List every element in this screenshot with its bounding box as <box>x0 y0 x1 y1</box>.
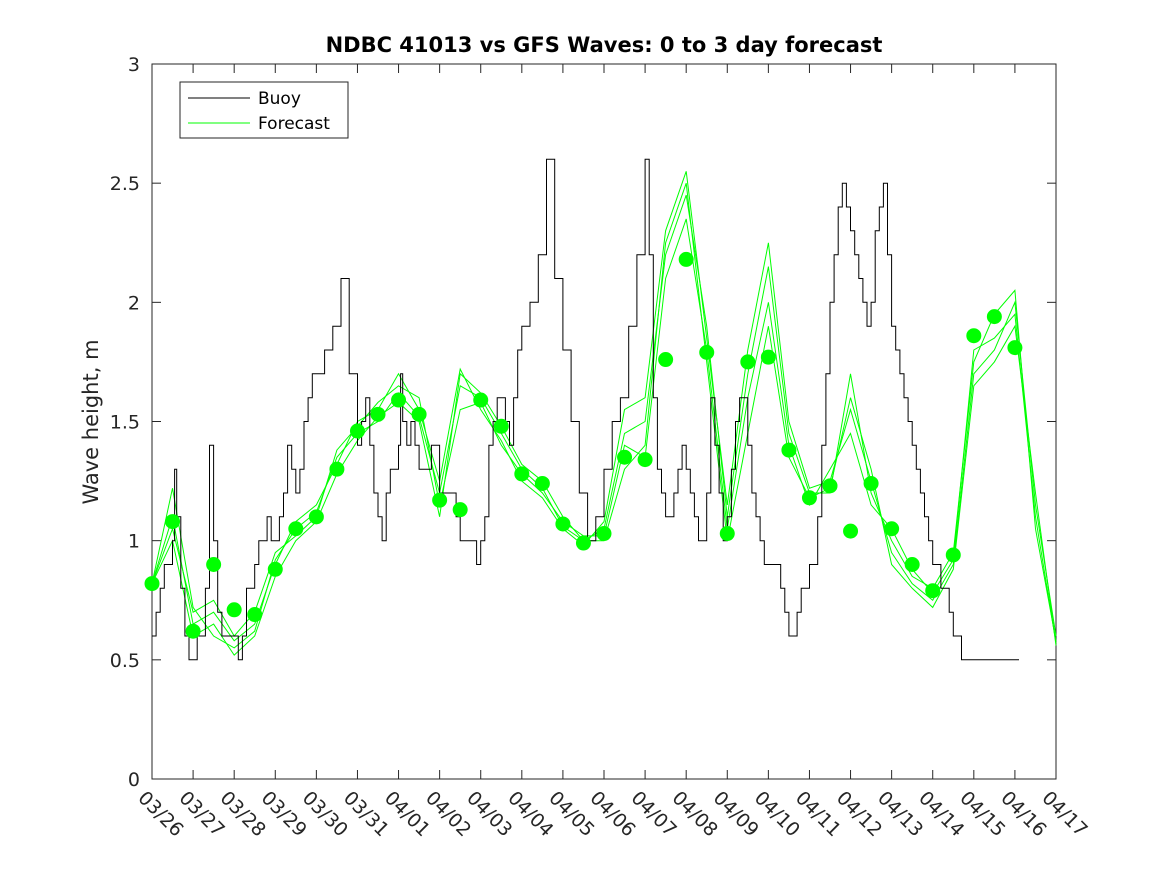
legend-forecast-label: Forecast <box>258 114 330 134</box>
legend-buoy-label: Buoy <box>258 89 301 109</box>
forecast-marker <box>822 478 838 494</box>
forecast-run-line <box>151 171 1057 642</box>
forecast-marker <box>617 449 633 465</box>
forecast-marker <box>206 557 222 572</box>
forecast-marker <box>986 309 1002 325</box>
forecast-marker <box>658 352 674 368</box>
forecast-marker <box>144 576 160 592</box>
chart-title: NDBC 41013 vs GFS Waves: 0 to 3 day fore… <box>326 33 883 57</box>
forecast-marker <box>945 547 961 563</box>
forecast-marker <box>308 509 324 525</box>
forecast-marker <box>370 406 386 422</box>
y-axis-label: Wave height, m <box>79 339 103 504</box>
forecast-marker <box>575 535 591 551</box>
forecast-marker <box>165 514 181 530</box>
y-tick-label: 0 <box>128 769 140 791</box>
forecast-marker <box>1007 340 1023 356</box>
forecast-marker <box>226 602 242 618</box>
forecast-marker <box>267 561 283 577</box>
forecast-marker <box>925 583 941 599</box>
buoy-line <box>152 158 1019 661</box>
forecast-marker <box>781 442 797 458</box>
forecast-marker <box>185 623 201 639</box>
forecast-marker <box>473 392 489 408</box>
forecast-marker <box>514 466 530 482</box>
legend-box <box>179 81 349 139</box>
forecast-marker <box>534 475 550 491</box>
forecast-marker <box>349 423 365 439</box>
y-tick-label: 1.5 <box>110 412 140 434</box>
forecast-marker <box>391 392 407 408</box>
forecast-marker <box>801 490 817 506</box>
forecast-marker <box>678 251 694 267</box>
forecast-marker <box>699 344 715 360</box>
forecast-marker <box>884 521 900 537</box>
forecast-marker <box>966 328 982 344</box>
forecast-marker <box>904 557 920 572</box>
y-tick-label: 0.5 <box>110 650 140 672</box>
forecast-marker <box>863 475 879 491</box>
forecast-marker <box>740 354 756 370</box>
forecast-marker <box>329 461 345 477</box>
forecast-marker <box>247 607 263 623</box>
forecast-marker <box>288 521 304 537</box>
legend: Buoy Forecast <box>179 81 349 139</box>
forecast-marker <box>843 523 859 539</box>
forecast-marker <box>596 526 612 542</box>
forecast-marker <box>493 418 509 434</box>
forecast-marker <box>719 526 735 542</box>
y-tick-label: 3 <box>128 54 140 76</box>
forecast-marker <box>411 406 427 422</box>
forecast-marker <box>760 349 776 365</box>
forecast-marker <box>555 516 571 532</box>
forecast-marker <box>432 492 448 508</box>
forecast-marker <box>637 452 653 468</box>
y-tick-label: 1 <box>128 531 140 553</box>
y-tick-label: 2 <box>128 292 140 314</box>
y-tick-label: 2.5 <box>110 173 140 195</box>
forecast-marker <box>452 502 468 518</box>
